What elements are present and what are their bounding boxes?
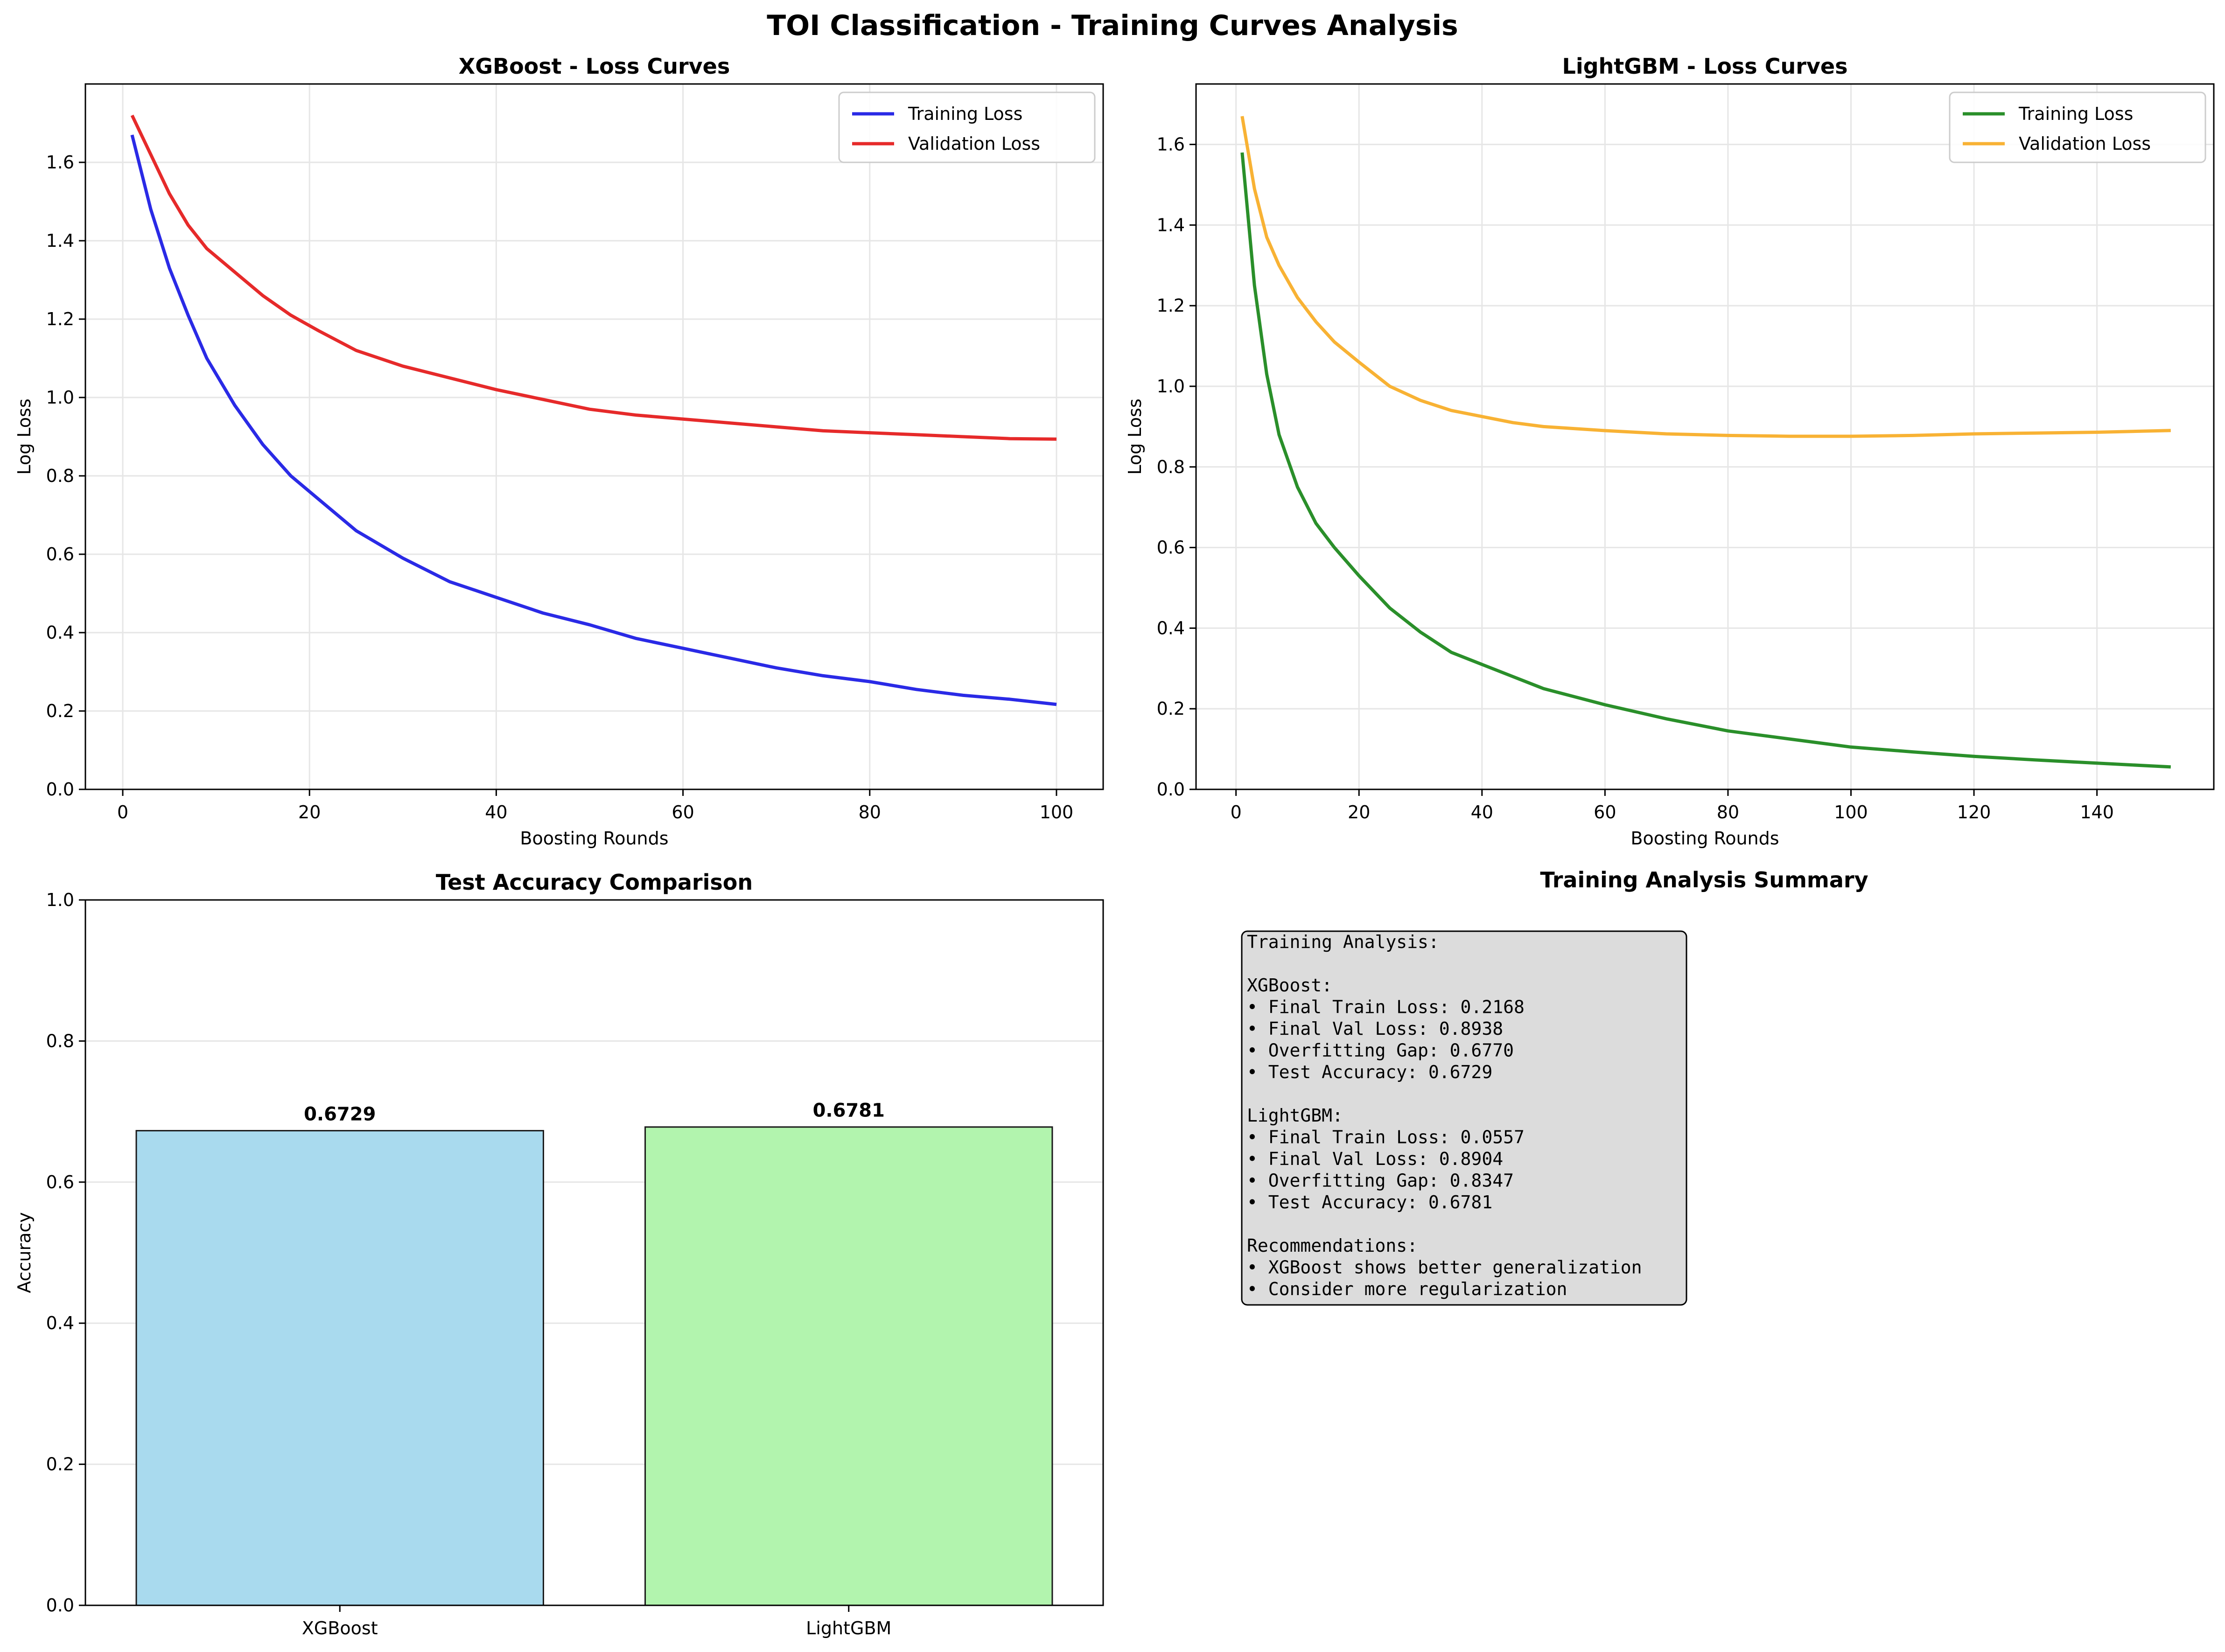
x-axis-label: Boosting Rounds [1630,828,1779,849]
legend-label: Validation Loss [2019,133,2151,154]
bar-lightgbm [644,1126,1053,1606]
legend-label: Training Loss [908,104,1022,124]
x-tick-label: 60 [1594,802,1616,823]
summary-line: • Final Train Loss: 0.0557 [1247,1127,1525,1148]
y-tick-label: 0.6 [46,1172,74,1192]
y-tick-label: 1.0 [46,890,74,910]
summary-line: • Consider more regularization [1247,1279,1567,1299]
y-tick-label: 0.4 [46,1313,74,1333]
y-tick-label: 0.6 [1157,537,1185,558]
summary-line: • XGBoost shows better generalization [1247,1257,1642,1278]
x-tick-label: 20 [298,802,321,823]
y-tick-label: 0.8 [46,1031,74,1051]
y-axis-label: Accuracy [14,1212,35,1293]
legend-box [838,91,1096,163]
summary-panel: Training Analysis Summary Training Analy… [1241,867,1868,1306]
xgboost-loss-panel: 0 20 40 60 80 100 0.0 0.2 0.4 0.6 0.8 1.0 1.2 1.4 1.6 X… [14,54,1104,849]
series-line-training-loss [130,134,1057,706]
x-axis-label: Boosting Rounds [520,828,668,849]
summary-line: • Overfitting Gap: 0.8347 [1247,1171,1514,1191]
series-line-validation-loss [1240,116,2171,438]
y-tick-label: 0.4 [46,622,74,643]
summary-line: XGBoost: [1247,975,1332,996]
axes-frame [1195,83,2215,790]
x-tick-label: 40 [1471,802,1493,823]
axes-frame [84,83,1104,790]
x-tick-label: 120 [1957,802,1991,823]
y-tick-label: 0.0 [46,779,74,800]
x-tick-label: 100 [1040,802,1074,823]
axes-title: Test Accuracy Comparison [436,870,753,895]
x-tick-label: 140 [2080,802,2114,823]
y-axis-label: Log Loss [14,398,35,474]
x-tick-label: 80 [1717,802,1739,823]
bar-value-label: 0.6729 [304,1104,376,1125]
summary-title: Training Analysis Summary [1540,867,1868,892]
summary-line: • Overfitting Gap: 0.6770 [1247,1040,1514,1061]
axes-title: XGBoost - Loss Curves [459,54,730,79]
figure-suptitle: TOI Classification - Training Curves Ana… [767,9,1458,42]
x-tick-label: 40 [485,802,507,823]
series-line-validation-loss [130,114,1057,441]
y-tick-label: 1.0 [1157,376,1185,397]
bar-xgboost [135,1130,544,1606]
summary-line: • Final Val Loss: 0.8938 [1247,1018,1503,1039]
y-tick-label: 0.8 [46,466,74,486]
summary-line: • Final Train Loss: 0.2168 [1247,997,1525,1018]
y-tick-label: 1.0 [46,387,74,408]
x-tick-label: 100 [1834,802,1868,823]
summary-text: Training Analysis:XGBoost:• Final Train … [1247,932,1642,1299]
y-tick-label: 1.2 [46,309,74,329]
summary-line: Recommendations: [1247,1235,1418,1256]
summary-line: LightGBM: [1247,1105,1343,1126]
y-tick-label: 1.6 [46,152,74,173]
x-tick-label: 0 [1231,802,1242,823]
summary-box [1241,930,1687,1306]
summary-line: • Final Val Loss: 0.8904 [1247,1149,1503,1169]
y-tick-label: 1.6 [1157,134,1185,155]
axes-title: LightGBM - Loss Curves [1562,54,1848,79]
summary-line: • Test Accuracy: 0.6781 [1247,1192,1492,1213]
y-tick-label: 1.4 [46,230,74,251]
x-tick-label: 0 [117,802,128,823]
summary-line: Training Analysis: [1247,932,1439,952]
summary-line: • Test Accuracy: 0.6729 [1247,1062,1492,1082]
y-tick-label: 1.4 [1157,215,1185,235]
y-tick-label: 0.2 [46,701,74,721]
legend-box [1949,91,2206,163]
bar-value-label: 0.6781 [813,1100,885,1122]
x-tick-label: 60 [672,802,694,823]
legend-label: Training Loss [2018,104,2133,124]
y-tick-label: 0.6 [46,544,74,565]
y-tick-label: 1.2 [1157,295,1185,316]
x-tick-label: XGBoost [302,1618,378,1638]
legend-label: Validation Loss [908,133,1040,154]
y-tick-label: 0.2 [1157,698,1185,719]
y-tick-label: 0.8 [1157,457,1185,477]
y-tick-label: 0.0 [46,1595,74,1616]
accuracy-bar-panel: 0.6729 XGBoost 0.6781 LightGBM 0.0 0.2 0.4 0.6 0… [14,870,1104,1638]
y-tick-label: 0.0 [1157,779,1185,800]
axes-frame [84,899,1104,1606]
y-axis-label: Log Loss [1125,398,1145,474]
x-tick-label: 20 [1348,802,1370,823]
y-tick-label: 0.2 [46,1454,74,1475]
lightgbm-loss-panel: 0 20 40 60 80 100 120 140 0.0 0.2 0.4 0.6 0.8 1.0 1.2 1… [1125,54,2215,849]
y-tick-label: 0.4 [1157,618,1185,638]
x-tick-label: 80 [859,802,881,823]
x-tick-label: LightGBM [806,1618,891,1638]
series-line-training-loss [1240,152,2171,769]
